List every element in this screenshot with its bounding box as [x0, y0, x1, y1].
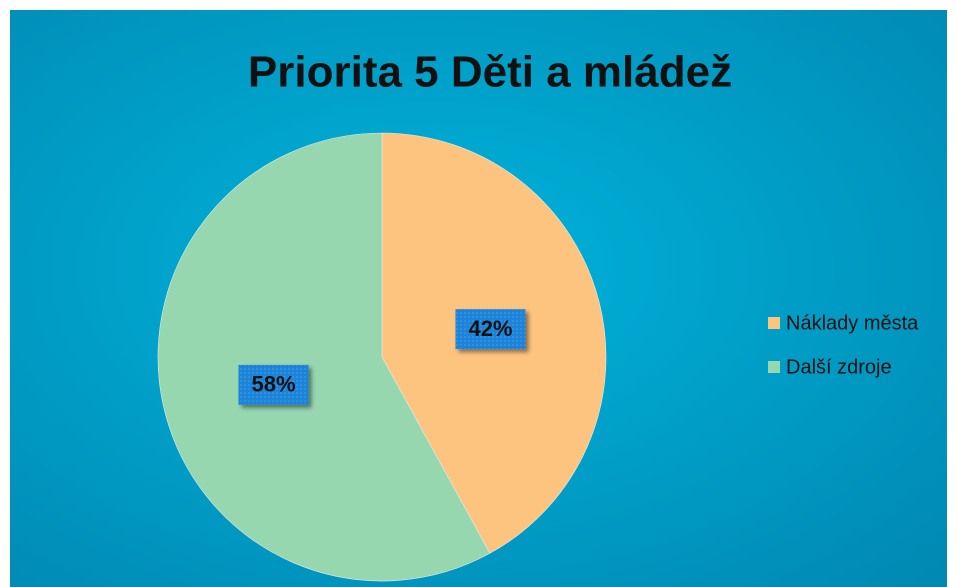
- legend-label: Náklady města: [786, 312, 919, 334]
- data-label: 42%: [455, 309, 526, 350]
- legend-label: Další zdroje: [786, 356, 892, 378]
- legend-swatch: [768, 361, 780, 373]
- data-label-text: 42%: [468, 316, 512, 341]
- pie-slice: [157, 132, 491, 582]
- legend-swatch: [768, 317, 780, 329]
- data-label: 58%: [238, 364, 309, 405]
- data-labels: 42% 58%: [238, 309, 526, 405]
- legend: Náklady města Další zdroje: [768, 312, 919, 378]
- pie: [157, 132, 607, 582]
- chart-title: Priorita 5 Děti a mládež: [248, 48, 732, 97]
- data-label-box: [455, 309, 526, 350]
- data-label-text: 58%: [251, 372, 295, 397]
- data-label-box: [238, 364, 309, 405]
